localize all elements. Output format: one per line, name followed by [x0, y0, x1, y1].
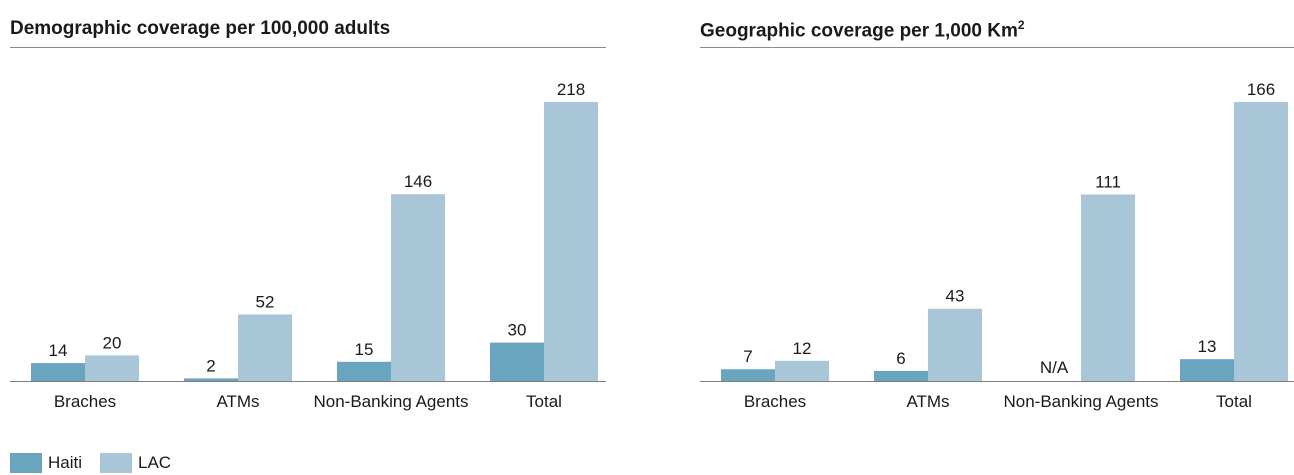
bar-haiti: [31, 363, 85, 381]
data-label-haiti: 2: [206, 356, 215, 375]
data-label-lac: 146: [404, 172, 432, 191]
bar-haiti: [490, 342, 544, 381]
title-divider: [700, 47, 1294, 48]
legend-item-haiti: Haiti: [10, 453, 82, 473]
category-label: Total: [526, 392, 562, 411]
data-label-haiti: 7: [743, 347, 752, 366]
data-label-lac: 43: [946, 287, 965, 306]
data-label-haiti: 30: [508, 321, 527, 340]
bar-haiti: [1180, 359, 1234, 381]
legend-label-lac: LAC: [138, 453, 172, 472]
category-label: Non-Banking Agents: [314, 392, 469, 411]
legend: Haiti LAC: [10, 452, 189, 474]
legend-label-haiti: Haiti: [48, 453, 83, 472]
category-label: Braches: [54, 392, 116, 411]
data-label-lac: 52: [256, 292, 275, 311]
bar-lac: [85, 355, 139, 381]
geographic-chart-panel: Geographic coverage per 1,000 Km2 7 12 Bra…: [700, 0, 1294, 445]
chart-title: Demographic coverage per 100,000 adults: [10, 18, 391, 39]
data-label-lac: 12: [793, 339, 812, 358]
bar-lac: [775, 360, 829, 381]
bar-lac: [391, 194, 445, 381]
category-label: Non-Banking Agents: [1004, 392, 1159, 411]
data-label-lac: 166: [1247, 80, 1275, 99]
demographic-bar-chart: 14 20 Braches 2 52 ATMs 15 146 Non-Banking Agent…: [10, 80, 606, 411]
data-label-haiti-na: N/A: [1040, 358, 1069, 377]
category-label: ATMs: [216, 392, 259, 411]
bar-lac: [1081, 194, 1135, 381]
data-label-haiti: 6: [896, 349, 905, 368]
chart-title: Geographic coverage per 1,000 Km2: [700, 18, 1025, 42]
bar-lac: [238, 314, 292, 381]
bar-haiti: [184, 378, 238, 381]
data-label-lac: 218: [557, 80, 585, 99]
data-label-lac: 111: [1095, 172, 1121, 191]
data-label-haiti: 14: [49, 341, 68, 360]
demographic-chart-panel: Demographic coverage per 100,000 adults …: [10, 0, 606, 445]
title-divider: [10, 47, 606, 48]
bar-haiti: [874, 370, 928, 381]
bar-lac: [544, 102, 598, 381]
bar-haiti: [721, 369, 775, 381]
category-label: Braches: [744, 392, 806, 411]
data-label-haiti: 13: [1198, 337, 1217, 356]
legend-item-lac: LAC: [100, 453, 171, 473]
bar-lac: [1234, 102, 1288, 381]
bar-haiti: [337, 361, 391, 381]
data-label-lac: 20: [103, 333, 122, 352]
geographic-bar-chart: 7 12 Braches 6 43 ATMs N/A 111 Non-Banking Agent…: [700, 80, 1294, 411]
legend-swatch-haiti: [10, 453, 42, 473]
category-label: ATMs: [906, 392, 949, 411]
bar-lac: [928, 308, 982, 381]
legend-swatch-lac: [100, 453, 133, 473]
data-label-haiti: 15: [355, 340, 374, 359]
category-label: Total: [1216, 392, 1252, 411]
